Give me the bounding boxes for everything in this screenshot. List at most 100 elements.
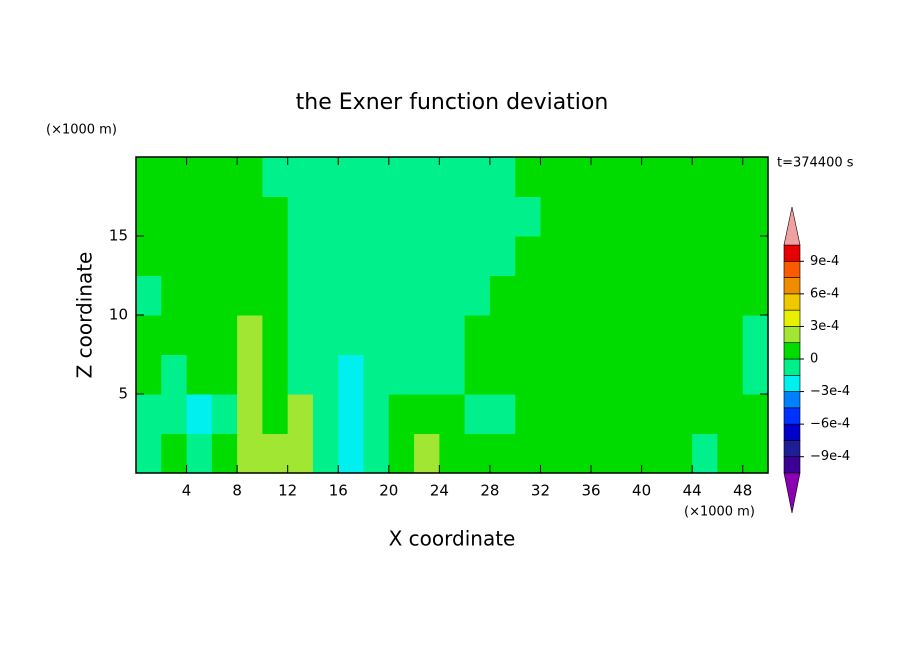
contour-cell — [742, 275, 769, 316]
contour-cell — [540, 236, 567, 276]
contour-cell — [237, 157, 263, 197]
y-axis-label: Z coordinate — [73, 252, 97, 379]
contour-cell — [262, 354, 289, 395]
contour-cell — [363, 236, 390, 276]
contour-cell — [565, 433, 592, 474]
contour-cell — [186, 394, 213, 434]
contour-cell — [211, 433, 238, 474]
contour-cell — [287, 354, 314, 395]
contour-cell — [312, 433, 339, 474]
contour-cell — [717, 275, 744, 316]
contour-cell — [464, 275, 491, 316]
x-tick-label: 4 — [182, 482, 192, 500]
contour-cell — [262, 157, 289, 197]
contour-cell — [237, 315, 263, 355]
contour-cell — [692, 315, 718, 355]
contour-cell — [338, 196, 365, 237]
contour-cell — [237, 394, 263, 434]
contour-cell — [489, 315, 516, 355]
contour-cell — [515, 394, 541, 434]
colorbar-box — [783, 440, 801, 458]
contour-cell — [287, 236, 314, 276]
contour-cell — [565, 275, 592, 316]
colorbar-label: −3e-4 — [810, 384, 850, 399]
contour-cell — [742, 315, 769, 355]
contour-cell — [489, 236, 516, 276]
contour-cell — [540, 354, 567, 395]
contour-cell — [489, 157, 516, 197]
contour-cell — [136, 354, 162, 395]
contour-cell — [338, 394, 365, 434]
contour-cell — [616, 275, 643, 316]
contour-cell — [666, 433, 693, 474]
contour-cell — [616, 196, 643, 237]
contour-cell — [439, 433, 466, 474]
contour-cell — [591, 394, 617, 434]
contour-cell — [439, 315, 466, 355]
contour-cell — [439, 394, 466, 434]
contour-cell — [338, 315, 365, 355]
contour-cell — [262, 394, 289, 434]
x-tick-label: 36 — [581, 482, 600, 500]
contour-cell — [591, 315, 617, 355]
contour-cell — [717, 354, 744, 395]
contour-cell — [591, 196, 617, 237]
contour-cell — [616, 394, 643, 434]
colorbar-box — [783, 423, 801, 441]
contour-cell — [312, 157, 339, 197]
contour-cell — [565, 196, 592, 237]
x-tick-label: 12 — [278, 482, 297, 500]
contour-cell — [262, 315, 289, 355]
contour-cell — [287, 433, 314, 474]
contour-cell — [641, 157, 668, 197]
contour-cell — [211, 275, 238, 316]
colorbar-box — [783, 358, 801, 376]
contour-cell — [363, 433, 390, 474]
contour-cell — [616, 315, 643, 355]
contour-cell — [742, 354, 769, 395]
contour-cell — [591, 354, 617, 395]
contour-cell — [641, 394, 668, 434]
contour-cell — [717, 433, 744, 474]
colorbar-box — [783, 342, 801, 360]
contour-cell — [186, 236, 213, 276]
contour-cell — [136, 196, 162, 237]
contour-cell — [312, 315, 339, 355]
contour-cell — [515, 354, 541, 395]
contour-cell — [540, 275, 567, 316]
contour-cell — [540, 157, 567, 197]
contour-cell — [666, 354, 693, 395]
contour-cell — [666, 275, 693, 316]
colorbar-label: 0 — [810, 352, 818, 367]
contour-cell — [161, 394, 188, 434]
contour-cell — [312, 275, 339, 316]
y-tick-label: 15 — [109, 227, 128, 245]
contour-cell — [641, 354, 668, 395]
contour-cell — [211, 236, 238, 276]
contour-cell — [363, 196, 390, 237]
contour-cell — [237, 196, 263, 237]
contour-cell — [439, 354, 466, 395]
contour-cell — [717, 157, 744, 197]
contour-cell — [312, 196, 339, 237]
colorbar-box — [783, 374, 801, 392]
contour-cell — [414, 196, 440, 237]
colorbar-label: −9e-4 — [810, 449, 850, 464]
contour-cell — [161, 157, 188, 197]
contour-cell — [287, 157, 314, 197]
colorbar-box — [783, 407, 801, 425]
contour-cell — [489, 354, 516, 395]
x-unit: (×1000 m) — [684, 505, 755, 520]
contour-cell — [211, 315, 238, 355]
contour-cell — [515, 433, 541, 474]
contour-cell — [489, 394, 516, 434]
colorbar-low — [783, 472, 801, 514]
contour-cell — [237, 354, 263, 395]
colorbar-box — [783, 391, 801, 409]
x-tick-label: 8 — [232, 482, 242, 500]
contour-cell — [515, 157, 541, 197]
contour-cell — [211, 196, 238, 237]
contour-cell — [388, 394, 415, 434]
contour-cell — [717, 315, 744, 355]
